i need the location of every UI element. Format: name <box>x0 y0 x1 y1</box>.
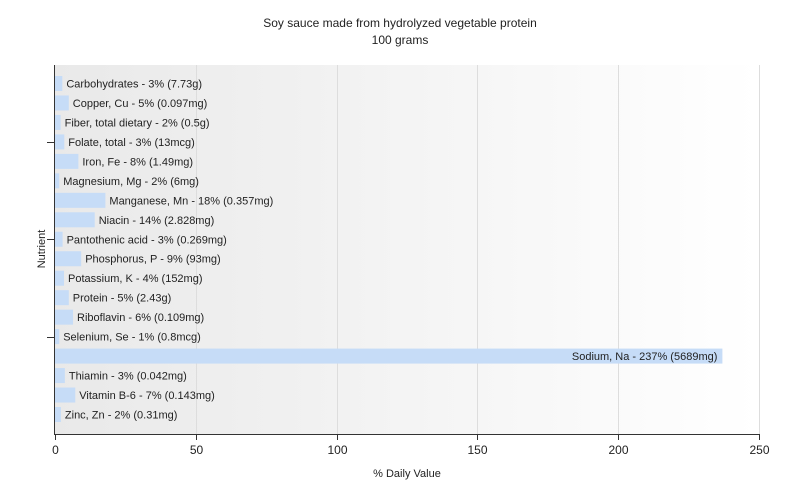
bar-label: Magnesium, Mg - 2% (6mg) <box>63 176 199 188</box>
bar <box>55 192 106 208</box>
x-tick-label: 100 <box>327 443 347 457</box>
bars <box>55 76 723 422</box>
x-tick-label: 50 <box>190 443 204 457</box>
bar <box>55 231 63 247</box>
x-axis-title: % Daily Value <box>373 468 441 480</box>
x-axis-ticks: 0 50 100 150 200 250 <box>52 434 770 457</box>
bar-label: Iron, Fe - 8% (1.49mg) <box>82 156 193 168</box>
bar <box>55 387 76 403</box>
bar-label: Zinc, Zn - 2% (0.31mg) <box>65 410 177 422</box>
bar-label: Vitamin B-6 - 7% (0.143mg) <box>79 390 215 402</box>
bar-label: Selenium, Se - 1% (0.8mcg) <box>63 332 201 344</box>
bar <box>55 407 61 422</box>
bar-label: Protein - 5% (2.43g) <box>73 293 171 305</box>
bar-label: Thiamin - 3% (0.042mg) <box>69 371 187 383</box>
bar-label: Carbohydrates - 3% (7.73g) <box>66 79 202 91</box>
chart-title: Soy sauce made from hydrolyzed vegetable… <box>263 16 537 30</box>
x-tick-label: 200 <box>608 443 628 457</box>
bar <box>55 348 723 364</box>
bar-labels: Carbohydrates - 3% (7.73g) Copper, Cu - 5… <box>63 79 717 422</box>
bar <box>55 153 79 169</box>
chart-subtitle: 100 grams <box>372 33 429 47</box>
bar <box>55 251 82 267</box>
bar-label: Pantothenic acid - 3% (0.269mg) <box>67 234 227 246</box>
bar <box>55 270 65 286</box>
bar-label: Sodium, Na - 237% (5689mg) <box>572 351 718 363</box>
bar-label: Copper, Cu - 5% (0.097mg) <box>73 98 208 110</box>
bar <box>55 368 65 384</box>
gridlines <box>196 65 760 434</box>
bar <box>55 329 60 345</box>
bar <box>55 173 60 189</box>
plot-area <box>55 65 759 434</box>
bar <box>55 212 95 228</box>
bar-label: Fiber, total dietary - 2% (0.5g) <box>65 117 210 129</box>
bar <box>55 114 61 130</box>
bar-label: Folate, total - 3% (13mcg) <box>68 137 195 149</box>
bar-label: Riboflavin - 6% (0.109mg) <box>77 312 204 324</box>
bar-label: Niacin - 14% (2.828mg) <box>99 215 215 227</box>
x-tick-label: 150 <box>467 443 487 457</box>
bar-label: Potassium, K - 4% (152mg) <box>68 273 203 285</box>
bar <box>55 134 65 150</box>
bar <box>55 309 74 325</box>
bar-label: Phosphorus, P - 9% (93mg) <box>85 254 221 266</box>
x-tick-label: 250 <box>749 443 769 457</box>
y-axis-title: Nutrient <box>36 230 48 269</box>
bar <box>55 76 63 91</box>
bar <box>55 95 69 111</box>
bar-label: Manganese, Mn - 18% (0.357mg) <box>109 195 273 207</box>
bar <box>55 290 69 306</box>
x-tick-label: 0 <box>52 443 59 457</box>
